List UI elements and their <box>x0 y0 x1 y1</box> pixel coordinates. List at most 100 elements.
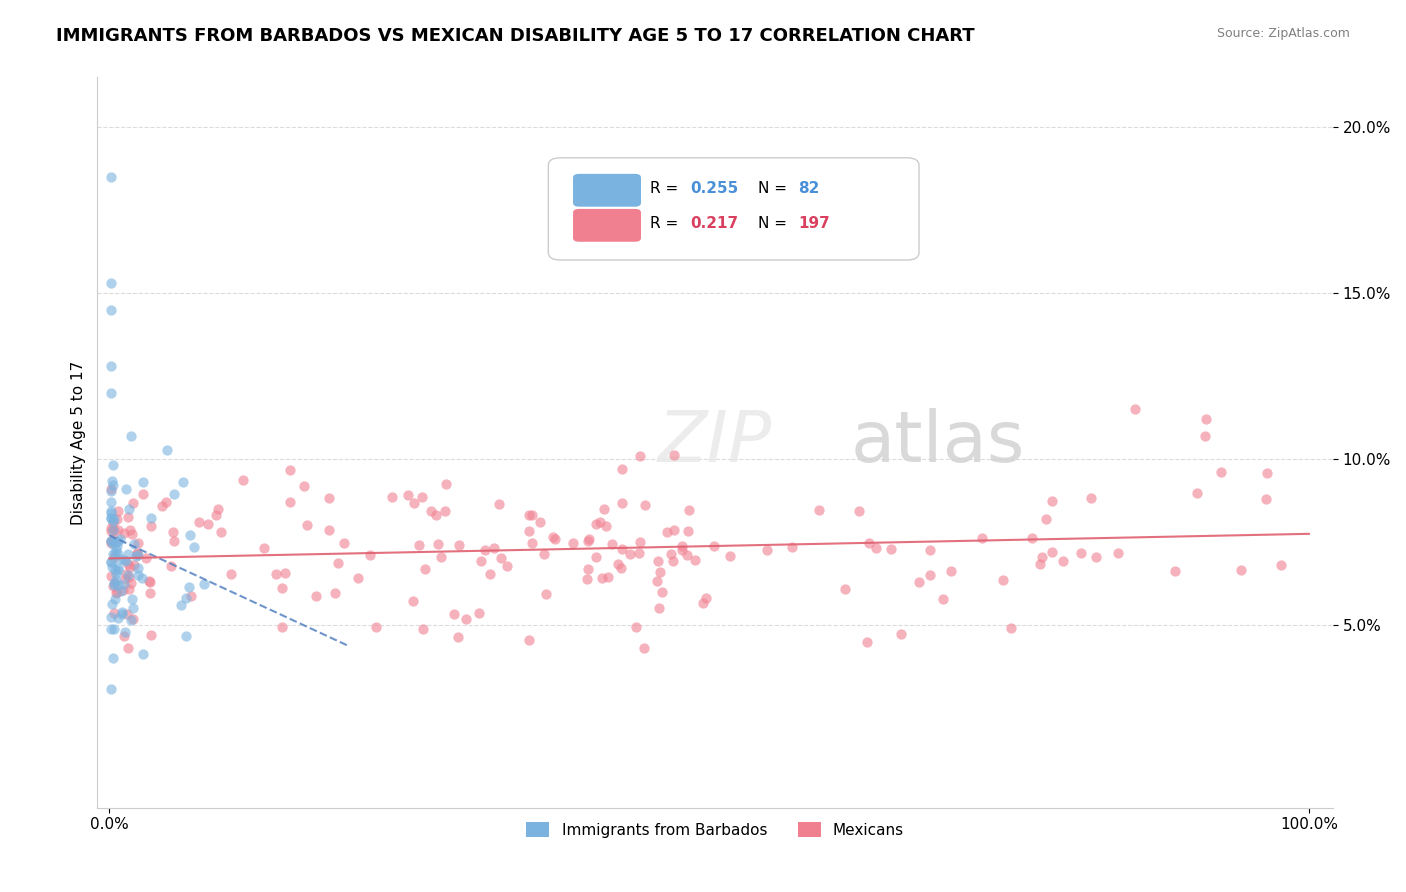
Immigrants from Barbados <box>100 385 122 400</box>
Mexicans <box>856 635 879 649</box>
Mexicans <box>607 557 630 571</box>
Mexicans <box>543 530 565 544</box>
Legend: Immigrants from Barbados, Mexicans: Immigrants from Barbados, Mexicans <box>520 815 910 844</box>
Immigrants from Barbados <box>115 482 138 496</box>
Mexicans <box>117 641 139 656</box>
Mexicans <box>402 593 425 607</box>
Immigrants from Barbados <box>174 591 197 605</box>
Mexicans <box>411 491 433 505</box>
Mexicans <box>612 462 634 476</box>
Immigrants from Barbados <box>107 611 129 625</box>
Immigrants from Barbados <box>107 563 129 577</box>
Immigrants from Barbados <box>100 533 122 548</box>
Immigrants from Barbados <box>127 568 149 582</box>
Mexicans <box>122 558 145 573</box>
Mexicans <box>807 502 830 516</box>
Mexicans <box>474 543 496 558</box>
Immigrants from Barbados <box>117 547 139 561</box>
Mexicans <box>600 536 623 550</box>
Mexicans <box>880 541 903 556</box>
Mexicans <box>522 508 544 522</box>
Mexicans <box>103 550 125 565</box>
Mexicans <box>101 579 124 593</box>
Mexicans <box>1229 563 1251 577</box>
Immigrants from Barbados <box>101 559 124 574</box>
Mexicans <box>100 482 122 496</box>
Mexicans <box>118 559 141 574</box>
Mexicans <box>295 518 318 533</box>
Mexicans <box>412 622 434 636</box>
Mexicans <box>107 504 129 518</box>
Immigrants from Barbados <box>100 556 122 570</box>
Mexicans <box>138 574 160 588</box>
Mexicans <box>683 553 706 567</box>
Mexicans <box>470 554 492 568</box>
Immigrants from Barbados <box>101 523 124 537</box>
Mexicans <box>426 537 449 551</box>
Mexicans <box>433 504 456 518</box>
Mexicans <box>430 549 453 564</box>
Mexicans <box>1084 550 1107 565</box>
Mexicans <box>645 574 668 588</box>
Immigrants from Barbados <box>107 533 129 548</box>
Mexicans <box>318 491 340 505</box>
Mexicans <box>628 546 651 560</box>
Mexicans <box>127 536 149 550</box>
Mexicans <box>610 496 633 510</box>
Text: IMMIGRANTS FROM BARBADOS VS MEXICAN DISABILITY AGE 5 TO 17 CORRELATION CHART: IMMIGRANTS FROM BARBADOS VS MEXICAN DISA… <box>56 27 974 45</box>
Immigrants from Barbados <box>105 535 128 549</box>
Mexicans <box>578 532 600 546</box>
Mexicans <box>517 508 540 522</box>
Mexicans <box>105 585 128 599</box>
Mexicans <box>443 607 465 621</box>
Mexicans <box>118 582 141 597</box>
Mexicans <box>160 558 183 573</box>
Mexicans <box>678 503 700 517</box>
Mexicans <box>205 508 228 522</box>
Immigrants from Barbados <box>141 511 163 525</box>
Text: 197: 197 <box>799 216 830 231</box>
Mexicans <box>163 534 186 549</box>
Immigrants from Barbados <box>100 533 122 548</box>
Immigrants from Barbados <box>170 598 193 612</box>
Mexicans <box>103 524 125 538</box>
Mexicans <box>1194 412 1216 426</box>
Mexicans <box>671 539 693 553</box>
Mexicans <box>112 629 135 643</box>
Mexicans <box>970 531 993 545</box>
Mexicans <box>139 574 162 589</box>
Mexicans <box>132 487 155 501</box>
Mexicans <box>576 534 599 549</box>
Y-axis label: Disability Age 5 to 17: Disability Age 5 to 17 <box>72 360 86 524</box>
Mexicans <box>104 575 127 590</box>
Mexicans <box>197 516 219 531</box>
Immigrants from Barbados <box>101 650 124 665</box>
Immigrants from Barbados <box>183 541 205 555</box>
Immigrants from Barbados <box>132 475 155 490</box>
Mexicans <box>125 547 148 561</box>
Mexicans <box>1256 466 1278 480</box>
Mexicans <box>662 523 685 537</box>
Mexicans <box>105 586 128 600</box>
Mexicans <box>1164 564 1187 578</box>
Mexicans <box>467 606 489 620</box>
Mexicans <box>408 538 430 552</box>
Mexicans <box>122 612 145 626</box>
Mexicans <box>588 515 610 529</box>
Immigrants from Barbados <box>103 622 125 636</box>
Immigrants from Barbados <box>117 501 139 516</box>
Mexicans <box>100 524 122 539</box>
Immigrants from Barbados <box>103 575 125 590</box>
Immigrants from Barbados <box>101 537 124 551</box>
Immigrants from Barbados <box>107 578 129 592</box>
Mexicans <box>425 508 447 523</box>
Mexicans <box>918 543 941 558</box>
Immigrants from Barbados <box>179 528 201 542</box>
Mexicans <box>1194 429 1216 443</box>
Mexicans <box>456 612 478 626</box>
Mexicans <box>415 562 437 576</box>
Immigrants from Barbados <box>104 592 127 607</box>
Mexicans <box>628 535 651 549</box>
Mexicans <box>114 526 136 541</box>
Immigrants from Barbados <box>107 547 129 561</box>
